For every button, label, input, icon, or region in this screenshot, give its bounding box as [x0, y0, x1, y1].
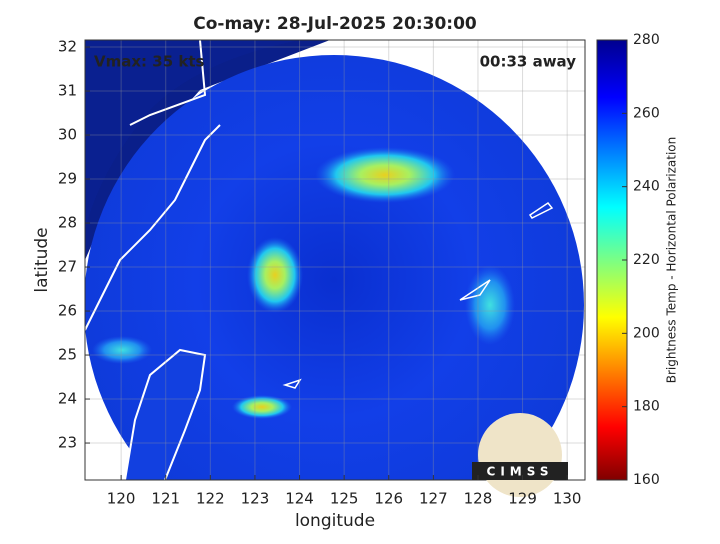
- y-tick-label: 29: [58, 170, 77, 188]
- y-tick-label: 30: [58, 126, 77, 144]
- away-label: 00:33 away: [480, 53, 577, 71]
- y-tick-label: 24: [58, 390, 77, 408]
- y-tick-label: 32: [58, 38, 77, 56]
- x-tick-label: 126: [374, 490, 403, 508]
- taiwan-coast: [124, 348, 207, 480]
- convection: [315, 147, 455, 203]
- y-tick-label: 23: [58, 434, 77, 452]
- vmax-label: Vmax: 35 kts: [94, 53, 204, 71]
- y-tick-label: 28: [58, 214, 77, 232]
- y-axis-label: latitude: [32, 227, 52, 292]
- islands: [282, 201, 554, 389]
- map-area: [85, 40, 585, 480]
- convection: [232, 395, 292, 419]
- colorbar-tick-label: 180: [633, 399, 660, 415]
- swath-disk: [85, 55, 584, 480]
- colorbar-tick-label: 280: [633, 32, 660, 48]
- colorbar-label: Brightness Temp - Horizontal Polarizatio…: [665, 137, 679, 384]
- x-axis-label: longitude: [295, 511, 375, 531]
- convection: [465, 265, 515, 345]
- x-tick-label: 124: [285, 490, 314, 508]
- x-tick-label: 121: [151, 490, 180, 508]
- convection: [92, 336, 152, 364]
- logo-band: [472, 462, 568, 480]
- logo-text: CIMSS: [487, 465, 554, 479]
- logo: CIMSS: [472, 413, 568, 497]
- x-tick-label: 125: [330, 490, 359, 508]
- colorbar-tick-label: 200: [633, 325, 660, 341]
- x-tick-label: 128: [464, 490, 493, 508]
- colorbar-tick-label: 260: [633, 105, 660, 121]
- y-tick-label: 27: [58, 258, 77, 276]
- x-tick-label: 120: [107, 490, 136, 508]
- x-tick-label: 127: [419, 490, 448, 508]
- logo-disc: [478, 413, 562, 497]
- colorbar-tick-label: 240: [633, 179, 660, 195]
- swath-dark: [85, 40, 300, 230]
- y-tick-label: 31: [58, 82, 77, 100]
- y-tick-label: 25: [58, 346, 77, 364]
- x-tick-label: 130: [553, 490, 582, 508]
- colorbar-tick-label: 220: [633, 252, 660, 268]
- convection: [247, 237, 303, 313]
- axes-frame: [84, 39, 586, 481]
- y-tick-label: 26: [58, 302, 77, 320]
- title: Co-may: 28-Jul-2025 20:30:00: [193, 14, 477, 34]
- x-tick-label: 129: [508, 490, 537, 508]
- coastline: [85, 40, 221, 331]
- x-tick-label: 123: [241, 490, 270, 508]
- x-tick-label: 122: [196, 490, 225, 508]
- colorbar-tick-label: 160: [633, 472, 660, 488]
